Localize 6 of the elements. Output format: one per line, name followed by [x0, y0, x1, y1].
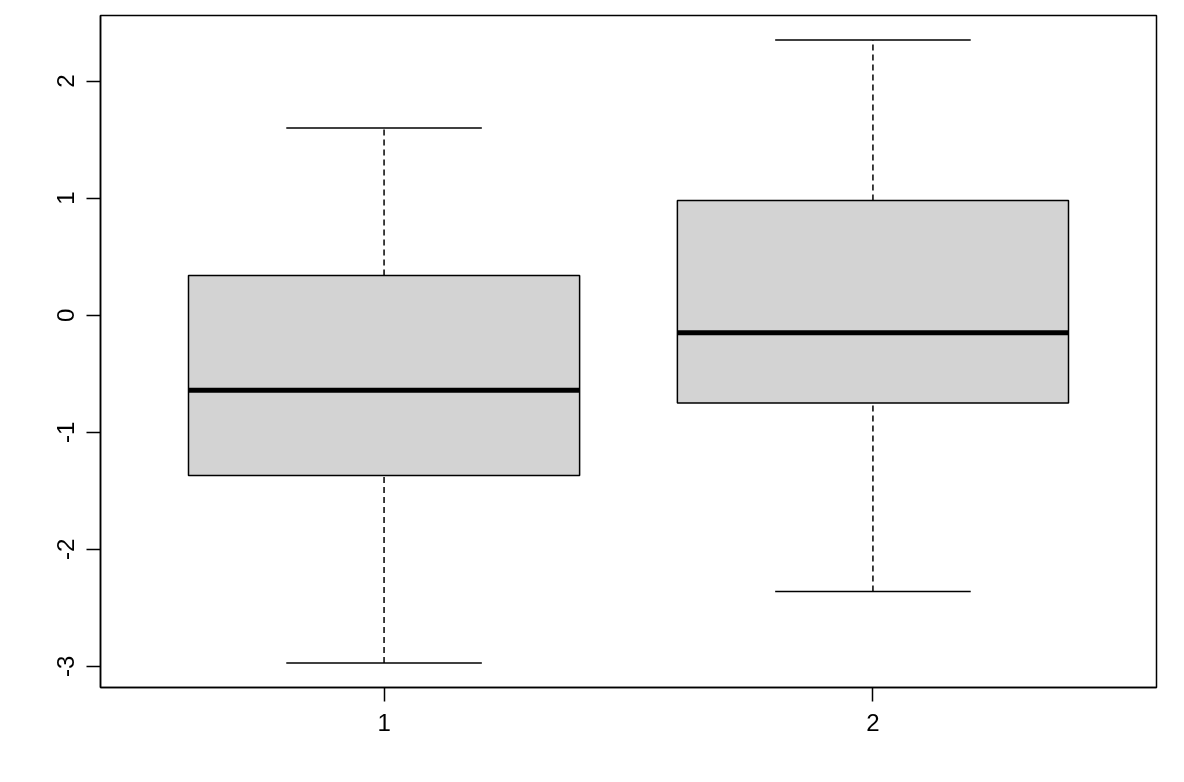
y-tick-label: 0: [52, 308, 80, 322]
y-tick-label: 1: [52, 191, 80, 205]
y-tick-label: -1: [52, 421, 80, 443]
y-tick-label: 2: [52, 74, 80, 88]
y-tick-label: -2: [52, 538, 80, 561]
y-tick-label: -3: [52, 655, 80, 678]
